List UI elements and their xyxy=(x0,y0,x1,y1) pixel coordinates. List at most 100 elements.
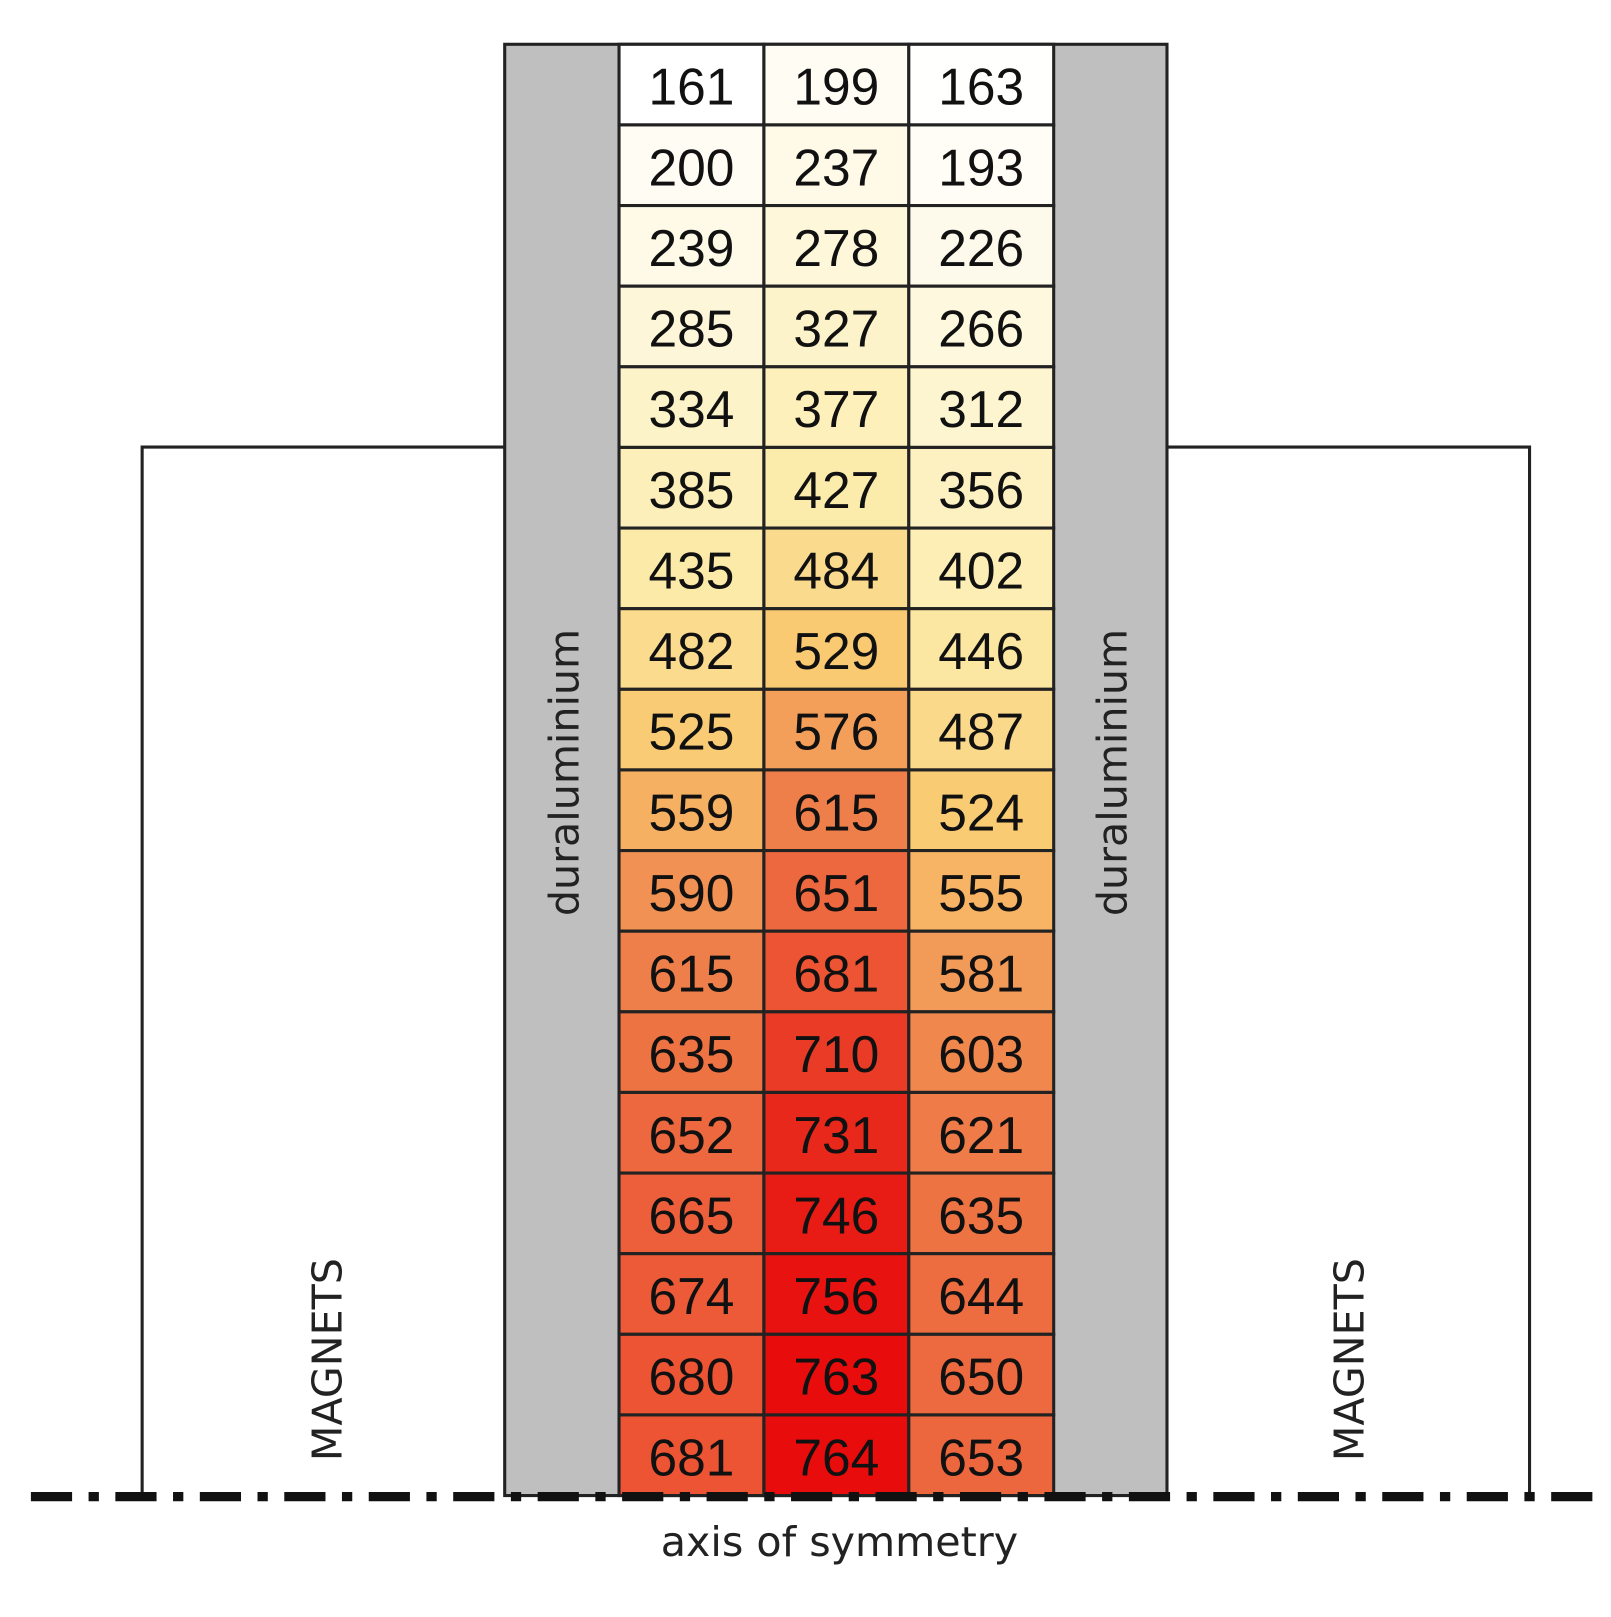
cell xyxy=(762,929,911,1014)
cell-value: 581 xyxy=(938,945,1024,1003)
cell xyxy=(907,42,1056,127)
cell xyxy=(907,849,1056,933)
cell-value: 731 xyxy=(793,1106,879,1164)
cell-value: 237 xyxy=(793,138,879,196)
cell xyxy=(617,607,766,691)
cell-value: 161 xyxy=(649,58,735,116)
cell-value: 266 xyxy=(938,300,1024,358)
cell-value: 525 xyxy=(649,703,735,761)
cell xyxy=(617,526,766,611)
value-grid: 161 199 163 200 237 193 239 278 226 285 327 266 334 3… xyxy=(617,42,1056,1498)
cell xyxy=(617,445,766,530)
cell xyxy=(617,1010,766,1094)
magnet-outline xyxy=(140,445,505,1496)
cell-value: 680 xyxy=(649,1348,735,1406)
cell-value: 402 xyxy=(938,541,1024,599)
cell-value: 746 xyxy=(793,1186,879,1244)
material-label: duraluminium xyxy=(540,629,588,916)
cell xyxy=(762,768,911,853)
cell xyxy=(762,123,911,208)
cell-value: 193 xyxy=(938,138,1024,196)
cell-value: 377 xyxy=(793,380,879,438)
cell-value: 764 xyxy=(793,1428,879,1486)
cell xyxy=(617,929,766,1014)
cell-value: 427 xyxy=(793,461,879,519)
cell-value: 710 xyxy=(793,1025,879,1083)
cell-value: 278 xyxy=(793,219,879,277)
cell-value: 226 xyxy=(938,219,1024,277)
cell-value: 435 xyxy=(649,541,735,599)
cell-value: 199 xyxy=(793,58,879,116)
cell xyxy=(617,1332,766,1417)
cell xyxy=(617,687,766,772)
magnets-label: MAGNETS xyxy=(1325,1258,1373,1461)
cell-value: 674 xyxy=(649,1267,735,1325)
cell-value: 603 xyxy=(938,1025,1024,1083)
magnets-label: MAGNETS xyxy=(304,1258,352,1461)
magnet-outline xyxy=(1166,445,1532,1496)
cell xyxy=(762,607,911,691)
cell xyxy=(762,526,911,611)
cell xyxy=(762,284,911,369)
cell xyxy=(907,607,1056,691)
cell-value: 200 xyxy=(649,138,735,196)
cell-value: 635 xyxy=(649,1025,735,1083)
cell-value: 482 xyxy=(649,622,735,680)
cell xyxy=(762,365,911,449)
cell-value: 590 xyxy=(649,864,735,922)
cell-value: 334 xyxy=(649,380,735,438)
cell-value: 681 xyxy=(649,1428,735,1486)
cell-value: 529 xyxy=(793,622,879,680)
cell xyxy=(617,1171,766,1256)
cell-value: 652 xyxy=(649,1106,735,1164)
cell xyxy=(907,1171,1056,1256)
cell-value: 615 xyxy=(793,783,879,841)
cell xyxy=(762,849,911,933)
cell xyxy=(617,1090,766,1175)
diagram-body: 161 199 163 200 237 193 239 278 226 285 327 266 334 3… xyxy=(30,42,1595,1566)
cell xyxy=(617,365,766,449)
cell xyxy=(907,1413,1056,1498)
material-label: duraluminium xyxy=(1088,629,1136,916)
cell-value: 285 xyxy=(649,300,735,358)
cell-value: 327 xyxy=(793,300,879,358)
cell-value: 163 xyxy=(938,58,1024,116)
cell-value: 385 xyxy=(649,461,735,519)
cell-value: 484 xyxy=(793,541,879,599)
cell-value: 524 xyxy=(938,783,1024,841)
cell xyxy=(762,42,911,127)
cell xyxy=(907,284,1056,369)
cell-value: 653 xyxy=(938,1428,1024,1486)
cell xyxy=(907,123,1056,208)
cell xyxy=(907,1090,1056,1175)
cell-value: 635 xyxy=(938,1186,1024,1244)
cell-value: 576 xyxy=(793,703,879,761)
cell xyxy=(907,526,1056,611)
axis-label: axis of symmetry xyxy=(661,1518,1018,1566)
cell-value: 559 xyxy=(649,783,735,841)
cell-value: 651 xyxy=(793,864,879,922)
cell-value: 665 xyxy=(649,1186,735,1244)
cell xyxy=(907,768,1056,853)
cell-value: 356 xyxy=(938,461,1024,519)
cell-value: 312 xyxy=(938,380,1024,438)
cell xyxy=(907,1010,1056,1094)
cell-value: 615 xyxy=(649,945,735,1003)
cell xyxy=(762,1252,911,1336)
cell-value: 621 xyxy=(938,1106,1024,1164)
cell xyxy=(907,929,1056,1014)
cell xyxy=(617,284,766,369)
cell-value: 555 xyxy=(938,864,1024,922)
cell-value: 487 xyxy=(938,703,1024,761)
cell-value: 239 xyxy=(649,219,735,277)
cell xyxy=(762,1413,911,1498)
cell xyxy=(762,687,911,772)
cell-value: 763 xyxy=(793,1348,879,1406)
cell-value: 446 xyxy=(938,622,1024,680)
cell-value: 650 xyxy=(938,1348,1024,1406)
cell-value: 756 xyxy=(793,1267,879,1325)
cell-value: 644 xyxy=(938,1267,1024,1325)
cell-value: 681 xyxy=(793,945,879,1003)
cell xyxy=(617,1413,766,1498)
